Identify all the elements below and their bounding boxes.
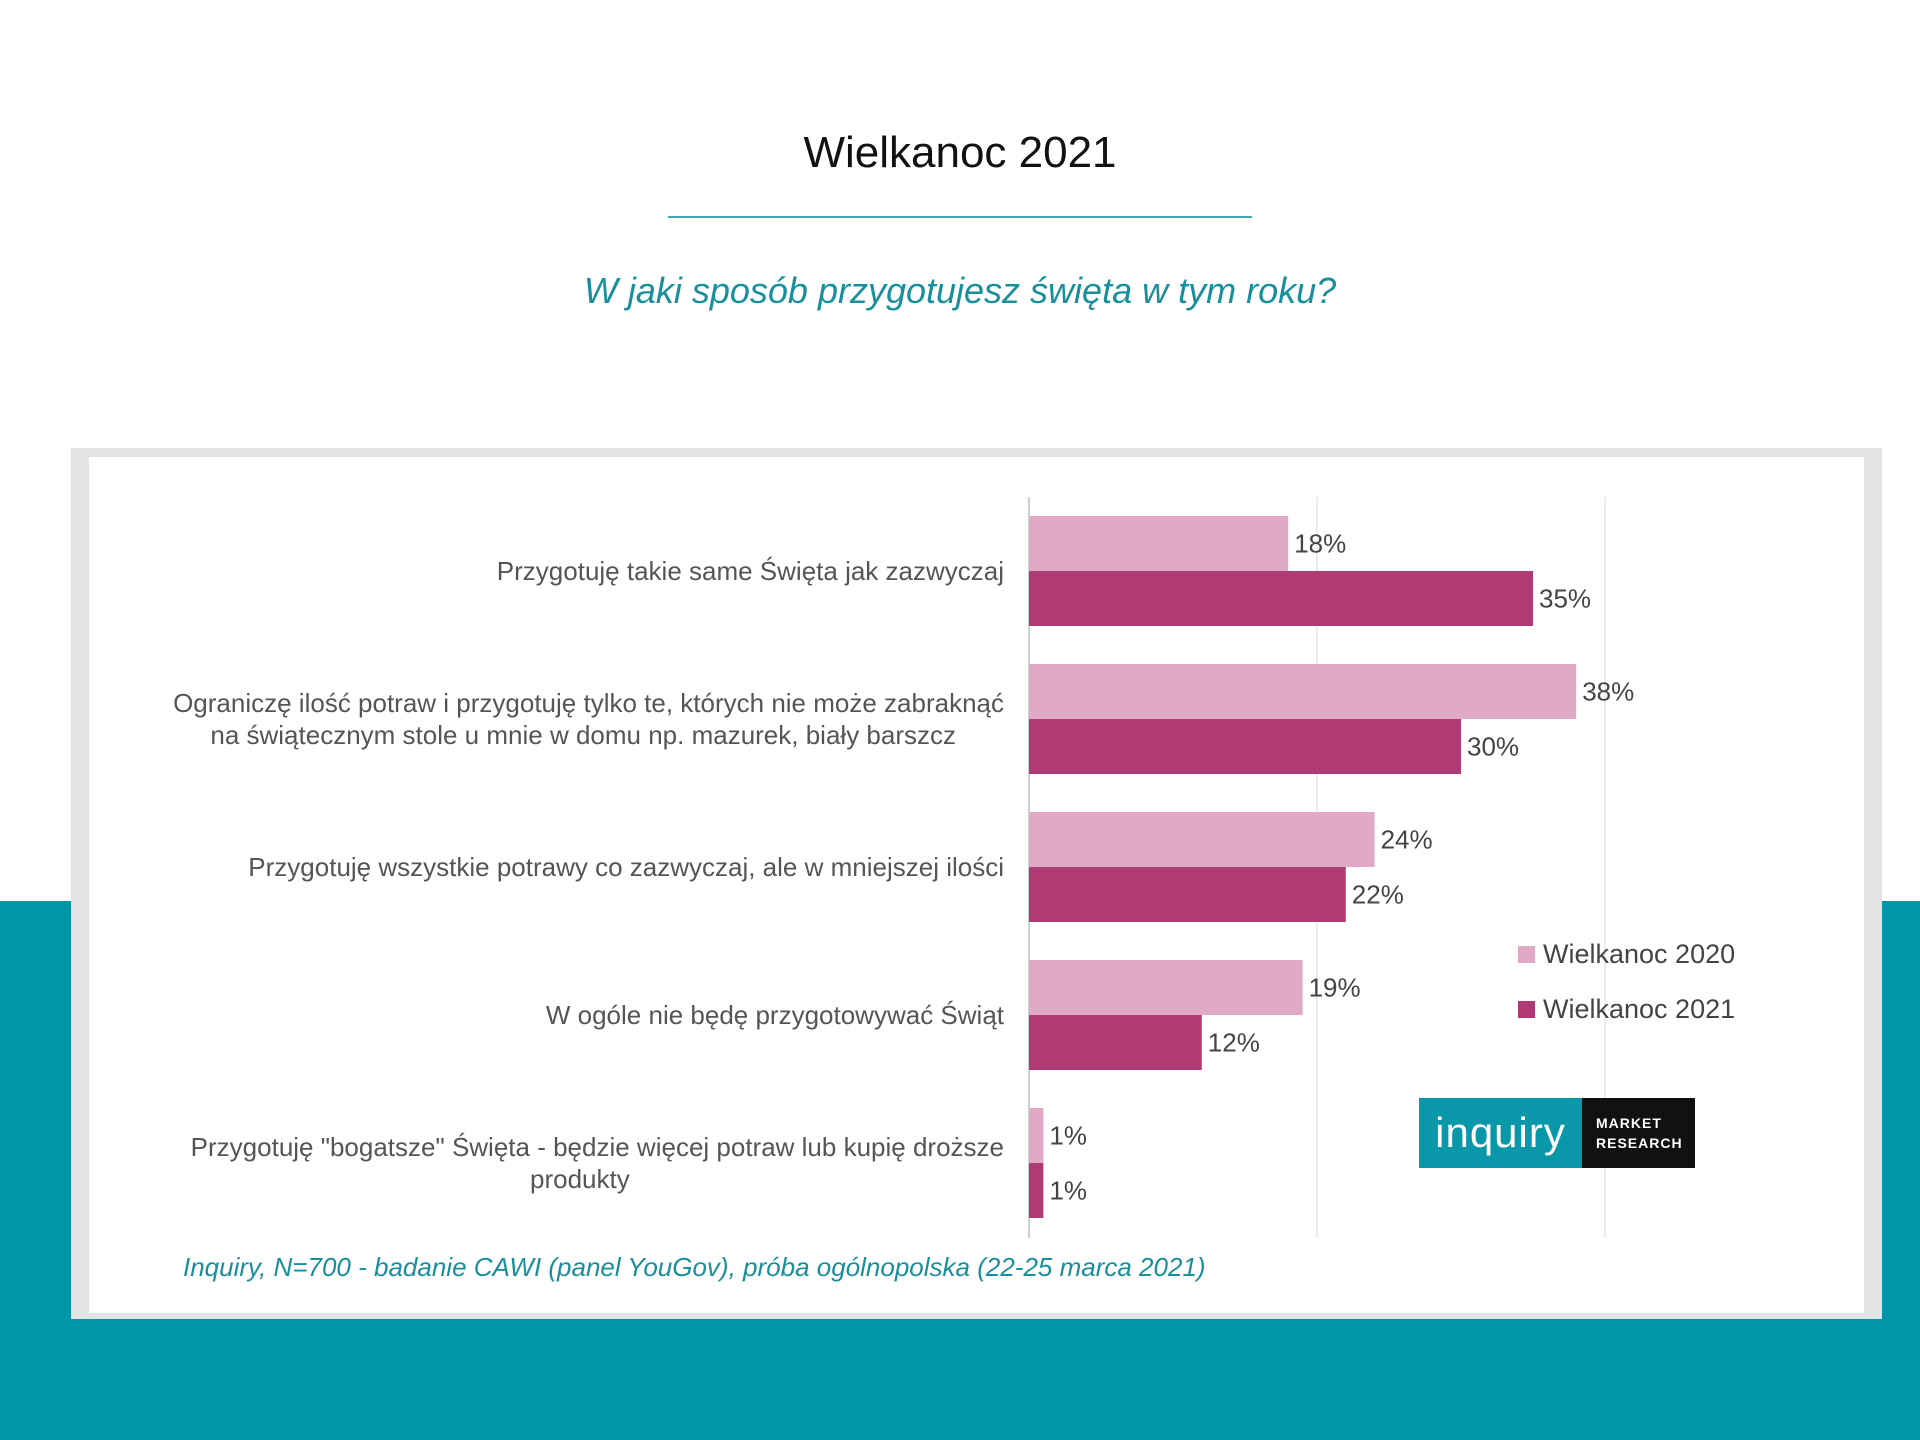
category-label-0-line0: Przygotuję takie same Święta jak zazwycz… (497, 556, 1004, 586)
chart-card (89, 457, 1864, 1313)
legend-label-2020: Wielkanoc 2020 (1543, 939, 1736, 969)
legend-swatch-2021 (1518, 1001, 1535, 1018)
page-subtitle: W jaki sposób przygotujesz święta w tym … (583, 270, 1337, 311)
data-label-2020-1: 38% (1582, 677, 1634, 707)
bar-2021-2 (1029, 867, 1346, 922)
page-title: Wielkanoc 2021 (803, 128, 1117, 177)
inquiry-logo: inquiry MARKET RESEARCH (1419, 1098, 1695, 1168)
chart-legend: Wielkanoc 2020 Wielkanoc 2021 (1518, 927, 1735, 1037)
data-label-2020-4: 1% (1049, 1121, 1087, 1151)
category-label-4-line1: produkty (530, 1164, 630, 1194)
data-label-2021-3: 12% (1208, 1028, 1260, 1058)
data-label-2020-3: 19% (1309, 973, 1361, 1003)
category-label-1-line0: Ograniczę ilość potraw i przygotuję tylk… (173, 688, 1004, 718)
logo-tagline-line2: RESEARCH (1596, 1135, 1683, 1151)
category-label-4-line0: Przygotuję "bogatsze" Święta - będzie wi… (191, 1132, 1004, 1162)
legend-swatch-2020 (1518, 946, 1535, 963)
category-label-2-line0: Przygotuję wszystkie potrawy co zazwycza… (248, 852, 1004, 882)
logo-wordmark: inquiry (1419, 1098, 1582, 1168)
data-label-2021-4: 1% (1049, 1176, 1087, 1206)
data-label-2020-0: 18% (1294, 529, 1346, 559)
bar-2020-2 (1029, 812, 1375, 867)
bar-2021-4 (1029, 1163, 1044, 1218)
data-label-2020-2: 24% (1381, 825, 1433, 855)
legend-item-2021: Wielkanoc 2021 (1518, 982, 1735, 1037)
bar-2020-4 (1029, 1108, 1044, 1163)
bar-2021-3 (1029, 1015, 1202, 1070)
data-label-2021-0: 35% (1539, 584, 1591, 614)
bar-2020-3 (1029, 960, 1303, 1015)
legend-label-2021: Wielkanoc 2021 (1543, 994, 1736, 1024)
data-label-2021-2: 22% (1352, 880, 1404, 910)
source-note: Inquiry, N=700 - badanie CAWI (panel You… (183, 1252, 1206, 1282)
logo-tagline-line1: MARKET (1596, 1115, 1662, 1131)
logo-tagline: MARKET RESEARCH (1582, 1098, 1695, 1168)
data-label-2021-1: 30% (1467, 732, 1519, 762)
bar-2020-1 (1029, 664, 1577, 719)
category-label-1-line1: na świątecznym stole u mnie w domu np. m… (210, 720, 956, 750)
bar-2021-1 (1029, 719, 1461, 774)
legend-item-2020: Wielkanoc 2020 (1518, 927, 1735, 982)
bar-2021-0 (1029, 571, 1533, 626)
title-divider (668, 216, 1252, 218)
category-label-3-line0: W ogóle nie będę przygotowywać Świąt (546, 1000, 1005, 1030)
bar-2020-0 (1029, 516, 1289, 571)
